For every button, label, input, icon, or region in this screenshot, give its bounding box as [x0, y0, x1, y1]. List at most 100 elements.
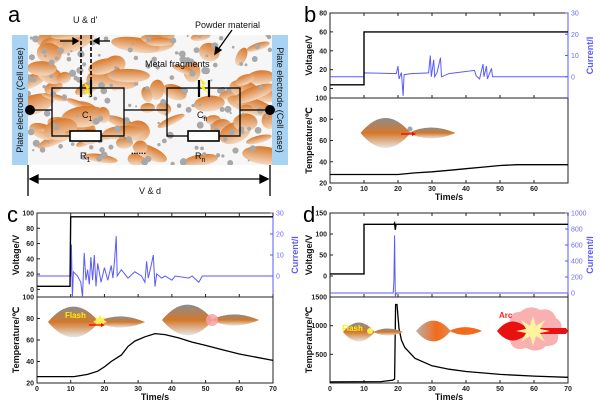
temperature-axis-label: Temperature/℃ — [11, 307, 21, 373]
voltage-tick-label: 100 — [315, 232, 327, 239]
powder-grain — [93, 110, 96, 113]
powder-grain — [47, 141, 50, 144]
time-axis-label: Time/s — [435, 392, 463, 402]
powder-grain — [216, 153, 221, 158]
powder-grain — [66, 56, 72, 62]
time-tick-label: 40 — [462, 386, 470, 393]
powder-grain — [73, 75, 79, 81]
powder-grain — [249, 145, 256, 152]
powder-grain — [265, 114, 269, 118]
powder-grain — [54, 56, 59, 61]
powder-grain — [202, 152, 207, 156]
time-tick-label: 50 — [202, 386, 210, 393]
spark-icon — [84, 82, 92, 97]
inset-d-flash: Flash — [342, 322, 403, 342]
powder-grain — [251, 56, 258, 62]
current-series — [330, 235, 568, 297]
time-tick-label: 40 — [168, 386, 176, 393]
voltage-series — [37, 216, 273, 287]
powder-grain — [123, 117, 130, 124]
metal-fragment — [56, 71, 71, 84]
powder-grain — [174, 51, 179, 55]
powder-grain — [226, 120, 229, 123]
powder-grain — [28, 128, 35, 136]
powder-grain — [112, 71, 115, 75]
powder-grain — [58, 144, 63, 149]
powder-grain — [133, 55, 139, 61]
temperature-tick-label: 100 — [315, 96, 327, 103]
powder-grain — [42, 84, 47, 89]
right-terminal — [265, 105, 275, 115]
bottom-plot-frame — [329, 296, 569, 384]
powder-grain — [227, 160, 234, 165]
powder-grain — [180, 157, 187, 164]
powder-grain — [127, 47, 133, 53]
time-tick-label: 0 — [328, 186, 332, 193]
time-tick-label: 0 — [328, 386, 332, 393]
time-tick-label: 60 — [530, 186, 538, 193]
powder-grain — [97, 115, 104, 122]
arc-label: Arc — [499, 311, 513, 320]
powder-grain — [194, 145, 199, 150]
left-plate-electrode — [12, 35, 28, 165]
powder-grain — [108, 144, 114, 150]
particle-icon — [407, 126, 413, 132]
equivalent-circuit — [27, 29, 272, 196]
left-terminal — [25, 105, 35, 115]
powder-grain — [96, 155, 103, 162]
voltage-tick-label: 60 — [26, 241, 34, 248]
rn-label: Rn — [195, 151, 206, 164]
powder-grain — [131, 42, 135, 46]
time-tick-label: 0 — [35, 386, 39, 393]
powder-grain — [244, 63, 248, 67]
powder-grain — [81, 155, 86, 160]
powder-grain — [222, 137, 228, 142]
powder-grain — [169, 75, 175, 80]
voltage-tick-label: 0 — [30, 287, 34, 294]
gap-label: U & d' — [73, 15, 98, 25]
voltage-axis-label: Voltage/V — [304, 235, 314, 275]
flash-spark-icon — [367, 328, 373, 334]
time-tick-label: 70 — [564, 386, 572, 393]
current-tick-label: 800 — [571, 227, 583, 234]
powder-grain — [189, 70, 196, 77]
metal-fragment — [233, 113, 258, 132]
powder-material-label: Powder material — [195, 20, 260, 30]
powder-grain — [70, 142, 75, 146]
flash-label: Flash — [65, 311, 86, 320]
metal-fragment — [141, 86, 153, 103]
time-tick-label: 30 — [134, 386, 142, 393]
powder-grain — [76, 66, 84, 74]
powder-grain — [185, 106, 192, 113]
time-tick-label: 60 — [530, 386, 538, 393]
current-tick-label: 30 — [276, 211, 284, 218]
arrow-icon — [101, 323, 105, 327]
powder-grain — [43, 54, 47, 58]
powder-grain — [176, 103, 182, 109]
inset-d-hot — [416, 320, 482, 342]
metal-fragment — [145, 37, 175, 47]
metal-fragment — [232, 83, 272, 104]
powder-grain — [104, 97, 111, 104]
current-series — [37, 236, 273, 298]
panel-label-c: c — [7, 202, 18, 227]
metal-fragment — [41, 92, 68, 102]
powder-grain — [52, 122, 56, 126]
powder-grain — [247, 159, 250, 162]
powder-grain — [157, 143, 161, 147]
powder-grain — [41, 48, 47, 54]
temperature-tick-label: 60 — [319, 138, 327, 145]
powder-grain — [100, 151, 108, 159]
current-axis-label: Current/I — [585, 37, 595, 75]
time-tick-label: 40 — [462, 186, 470, 193]
powder-grain — [49, 74, 54, 79]
metal-fragment — [133, 140, 148, 155]
powder-grain — [210, 79, 213, 82]
powder-grain — [254, 44, 260, 50]
powder-grain — [157, 121, 160, 125]
powder-grain — [191, 104, 195, 108]
powder-grain — [110, 115, 114, 119]
powder-grain — [151, 56, 157, 62]
powder-grain — [241, 130, 245, 134]
